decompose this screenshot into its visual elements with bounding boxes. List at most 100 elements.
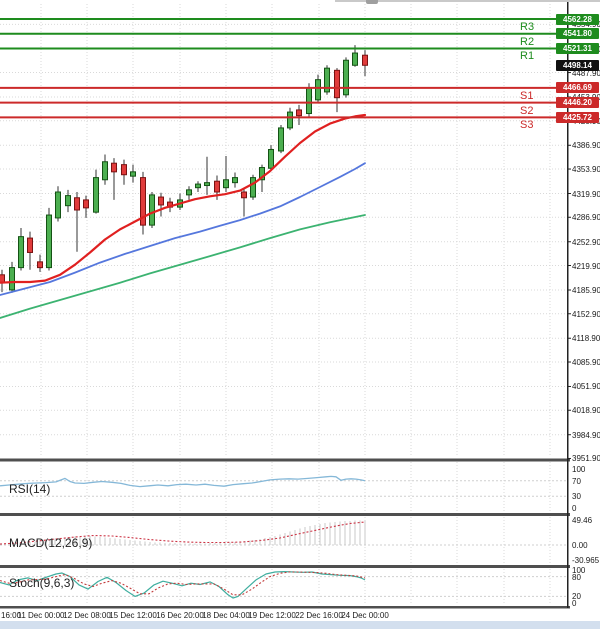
- price-badge-4541.80: 4541.80: [556, 28, 599, 40]
- stoch-k-line: [0, 570, 366, 599]
- candle-body: [278, 127, 284, 152]
- sr-label-R3: R3: [520, 21, 535, 33]
- candle-body: [259, 167, 265, 181]
- candle-body: [18, 236, 24, 269]
- window-top-edge: [335, 0, 600, 2]
- stoch-scale-label: 80: [572, 572, 581, 582]
- candle-body: [241, 191, 247, 199]
- panel-separator: [0, 565, 570, 568]
- candle-body: [149, 194, 155, 226]
- price-badge-4498.14: 4498.14: [556, 59, 599, 71]
- price-badge-4521.31: 4521.31: [556, 42, 599, 54]
- rsi-scale-label: 100: [572, 465, 586, 474]
- panel-separator: [0, 606, 570, 609]
- time-axis-label: 19 Dec 12:00: [248, 611, 296, 620]
- rsi-scale-label: 70: [572, 476, 581, 486]
- price-axis-label: 4319.90: [572, 189, 600, 199]
- rsi-scale-label: 30: [572, 492, 581, 502]
- candle-body: [74, 197, 80, 211]
- candle-body: [140, 177, 146, 226]
- candle-body: [102, 161, 108, 181]
- macd-scale-label: 49.46: [572, 516, 593, 526]
- candle-body: [195, 183, 201, 189]
- time-axis-label: 18 Dec 04:00: [202, 611, 250, 620]
- price-axis-label: 4252.90: [572, 237, 600, 247]
- price-axis-label: 4085.90: [572, 357, 600, 367]
- sr-label-R2: R2: [520, 35, 535, 48]
- candle-body: [9, 267, 15, 291]
- sr-label-S2: S2: [520, 104, 534, 117]
- candle-body: [268, 149, 274, 169]
- candle-body: [362, 54, 368, 66]
- price-axis-label: 4353.90: [572, 165, 600, 175]
- price-axis-label: 4487.90: [572, 68, 600, 78]
- price-axis-label: 4152.90: [572, 309, 600, 319]
- candle-body: [352, 52, 358, 66]
- price-badge-4466.69: 4466.69: [556, 82, 599, 94]
- fast-ma: [0, 113, 367, 284]
- candle-body: [37, 261, 43, 269]
- price-axis-label: 4219.90: [572, 261, 600, 271]
- candle-body: [204, 182, 210, 187]
- price-axis-label: 3984.90: [572, 430, 600, 440]
- price-badge-4446.20: 4446.20: [556, 97, 599, 109]
- candle-body: [93, 177, 99, 213]
- candle-body: [65, 195, 71, 207]
- sr-label-S1: S1: [520, 89, 534, 102]
- candle-body: [214, 180, 220, 193]
- macd-scale-label: -30.965: [572, 556, 600, 566]
- candle-body: [334, 69, 340, 99]
- window-top-handle: [366, 0, 378, 4]
- price-axis-label: 4018.90: [572, 406, 600, 416]
- time-axis-label: 24 Dec 00:00: [341, 611, 389, 620]
- stoch-d-line: [0, 571, 366, 596]
- window-bottom-edge: [0, 621, 600, 629]
- panel-separator: [0, 513, 570, 516]
- candle-body: [250, 177, 256, 198]
- stoch-scale-label: 0: [572, 599, 577, 608]
- price-axis-label: 4386.90: [572, 141, 600, 151]
- candle-body: [111, 162, 117, 173]
- price-badge-4562.28: 4562.28: [556, 13, 599, 25]
- stoch-scale-label: 100: [572, 566, 586, 575]
- price-axis-line: [567, 0, 569, 608]
- macd-scale-label: 0.00: [572, 541, 588, 550]
- time-axis-label: 15 Dec 12:00: [109, 611, 157, 620]
- candle-body: [287, 111, 293, 129]
- stoch-scale-label: 20: [572, 592, 581, 602]
- time-axis-label: 22 Dec 16:00: [295, 611, 343, 620]
- candle-body: [232, 177, 238, 184]
- price-badge-4425.72: 4425.72: [556, 111, 599, 123]
- sr-label-R1: R1: [520, 50, 535, 63]
- candle-body: [223, 179, 229, 189]
- price-axis-label: 4554.90: [572, 20, 600, 30]
- candle-body: [83, 199, 89, 209]
- candle-body: [306, 87, 312, 115]
- rsi-line: [0, 475, 366, 488]
- candle-body: [46, 214, 52, 269]
- candle-body: [343, 59, 349, 96]
- time-axis-label: 16 Dec 20:00: [156, 611, 204, 620]
- candle-body: [158, 196, 164, 206]
- candle-body: [55, 191, 61, 219]
- candle-body: [27, 237, 33, 253]
- macd-signal-line: [0, 521, 366, 545]
- panel-separator: [0, 458, 570, 462]
- rsi-panel-label: RSI(14): [9, 482, 51, 496]
- candle-body: [315, 79, 321, 101]
- price-axis-label: 4118.90: [572, 334, 600, 344]
- price-axis-label: 4185.90: [572, 285, 600, 295]
- rsi-scale-label: 0: [572, 504, 577, 513]
- candle-body: [296, 109, 302, 117]
- price-axis-label: 4286.90: [572, 213, 600, 223]
- time-axis-label: 16:00: [1, 611, 22, 620]
- price-axis-label: 3951.90: [572, 454, 600, 464]
- candle-body: [324, 67, 330, 93]
- stoch-panel-label: Stoch(9,6,3): [9, 576, 75, 590]
- time-axis-label: 12 Dec 08:00: [63, 611, 111, 620]
- mid-ma: [0, 162, 366, 296]
- candle-body: [130, 171, 136, 177]
- candle-body: [121, 164, 127, 176]
